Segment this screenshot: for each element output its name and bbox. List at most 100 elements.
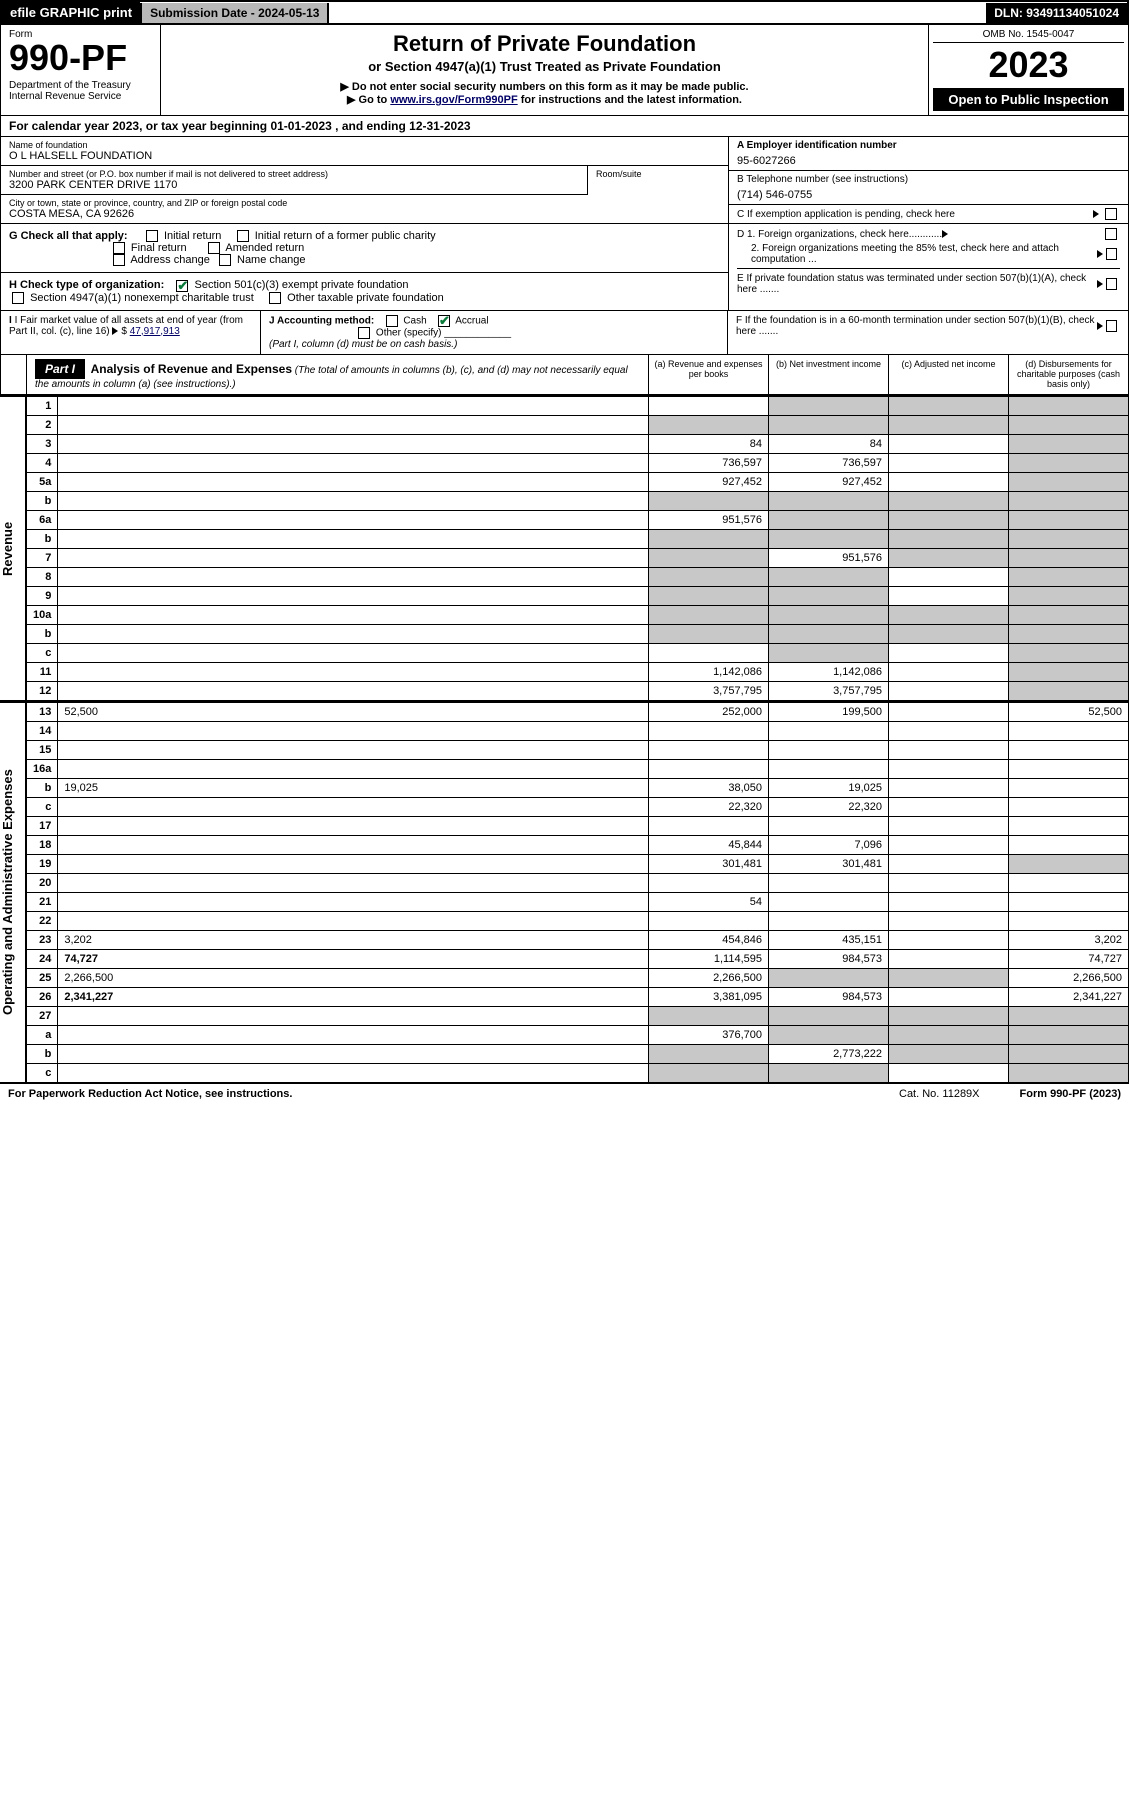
name-label: Name of foundation — [9, 140, 720, 150]
line-num: 22 — [27, 911, 58, 930]
col-a — [649, 396, 769, 415]
e-cb[interactable] — [1106, 278, 1117, 290]
initial-return-cb[interactable] — [146, 230, 158, 242]
d1-cb[interactable] — [1105, 228, 1117, 240]
4947a1-cb[interactable] — [12, 292, 24, 304]
initial-former-cb[interactable] — [237, 230, 249, 242]
table-row: 252,266,5002,266,5002,266,500 — [27, 968, 1129, 987]
form-title: Return of Private Foundation — [167, 31, 922, 57]
line-num: b — [27, 529, 58, 548]
line-num: c — [27, 643, 58, 662]
line-num: 21 — [27, 892, 58, 911]
col-a: 3,757,795 — [649, 681, 769, 700]
line-desc — [58, 434, 649, 453]
table-row: b19,02538,05019,025 — [27, 778, 1129, 797]
line-num: 11 — [27, 662, 58, 681]
line-desc — [58, 740, 649, 759]
col-b — [769, 740, 889, 759]
col-c — [889, 529, 1009, 548]
col-b — [769, 1006, 889, 1025]
line-desc — [58, 415, 649, 434]
line-num: 3 — [27, 434, 58, 453]
accrual-cb[interactable] — [438, 315, 450, 327]
room-label: Room/suite — [596, 169, 720, 179]
col-c — [889, 434, 1009, 453]
col-c — [889, 1006, 1009, 1025]
col-b — [769, 529, 889, 548]
col-d — [1009, 434, 1129, 453]
col-d — [1009, 681, 1129, 700]
line-num: 8 — [27, 567, 58, 586]
col-a — [649, 567, 769, 586]
table-row: 17 — [27, 816, 1129, 835]
col-b: 435,151 — [769, 930, 889, 949]
section-g: G Check all that apply: Initial return I… — [1, 224, 728, 273]
table-row: 27 — [27, 1006, 1129, 1025]
topbar: efile GRAPHIC print Submission Date - 20… — [0, 0, 1129, 25]
col-b: 199,500 — [769, 702, 889, 721]
table-row: 5a927,452927,452 — [27, 472, 1129, 491]
exemption-checkbox[interactable] — [1105, 208, 1117, 220]
omb-number: OMB No. 1545-0047 — [933, 29, 1124, 43]
line-num: 23 — [27, 930, 58, 949]
col-a — [649, 529, 769, 548]
cat-number: Cat. No. 11289X — [899, 1088, 980, 1100]
phone-label: B Telephone number (see instructions) — [737, 174, 1120, 185]
col-a — [649, 740, 769, 759]
line-num: 6a — [27, 510, 58, 529]
col-b — [769, 892, 889, 911]
line-desc — [58, 1063, 649, 1082]
other-method-cb[interactable] — [358, 327, 370, 339]
col-b — [769, 1025, 889, 1044]
col-b: 1,142,086 — [769, 662, 889, 681]
col-b — [769, 396, 889, 415]
col-b: 984,573 — [769, 987, 889, 1006]
irs-link[interactable]: www.irs.gov/Form990PF — [390, 94, 517, 106]
amended-return-cb[interactable] — [208, 242, 220, 254]
line-num: 4 — [27, 453, 58, 472]
line-num: c — [27, 797, 58, 816]
col-a: 927,452 — [649, 472, 769, 491]
col-a: 1,114,595 — [649, 949, 769, 968]
col-c — [889, 778, 1009, 797]
identity-block: Name of foundation O L HALSELL FOUNDATIO… — [0, 137, 1129, 224]
cash-cb[interactable] — [386, 315, 398, 327]
table-row: b2,773,222 — [27, 1044, 1129, 1063]
col-a: 252,000 — [649, 702, 769, 721]
col-d — [1009, 911, 1129, 930]
col-a — [649, 721, 769, 740]
col-d — [1009, 472, 1129, 491]
col-a: 45,844 — [649, 835, 769, 854]
line-desc: 3,202 — [58, 930, 649, 949]
d2-cb[interactable] — [1106, 248, 1117, 260]
col-b — [769, 721, 889, 740]
f-cb[interactable] — [1106, 320, 1117, 332]
d1-label: D 1. Foreign organizations, check here..… — [737, 229, 942, 240]
line-num: 1 — [27, 396, 58, 415]
instructions-line: ▶ Go to www.irs.gov/Form990PF for instru… — [167, 93, 922, 106]
501c3-cb[interactable] — [176, 280, 188, 292]
line-num: b — [27, 1044, 58, 1063]
line-num: 19 — [27, 854, 58, 873]
form-header: Form 990-PF Department of the Treasury I… — [0, 25, 1129, 116]
col-c — [889, 835, 1009, 854]
address-change-cb[interactable] — [113, 254, 125, 266]
table-row: 20 — [27, 873, 1129, 892]
line-num: b — [27, 624, 58, 643]
col-b: 7,096 — [769, 835, 889, 854]
name-change-cb[interactable] — [219, 254, 231, 266]
efile-print-label[interactable]: efile GRAPHIC print — [2, 2, 140, 23]
col-a: 84 — [649, 434, 769, 453]
col-c — [889, 740, 1009, 759]
line-desc — [58, 759, 649, 778]
table-row: 2 — [27, 415, 1129, 434]
other-taxable-cb[interactable] — [269, 292, 281, 304]
col-c — [889, 721, 1009, 740]
col-b — [769, 605, 889, 624]
final-return-cb[interactable] — [113, 242, 125, 254]
col-c — [889, 911, 1009, 930]
g-label: G Check all that apply: — [9, 230, 128, 242]
col-a: 301,481 — [649, 854, 769, 873]
col-c — [889, 854, 1009, 873]
line-num: 17 — [27, 816, 58, 835]
